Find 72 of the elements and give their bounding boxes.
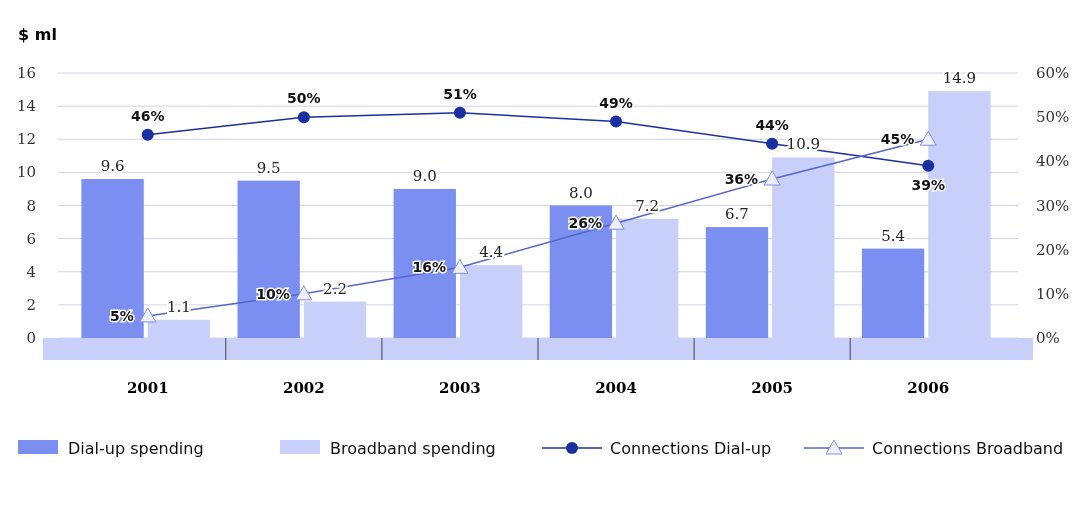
data-label: 39%	[911, 176, 945, 193]
point	[919, 130, 937, 146]
data-label: 51%	[443, 85, 477, 102]
data-label: 9.0	[412, 166, 437, 185]
point	[453, 106, 466, 119]
legend-label: Broadband spending	[330, 439, 496, 458]
data-label: 9.5	[256, 158, 281, 177]
y-tick-label: 2	[26, 295, 36, 314]
x-tick-label: 2002	[282, 379, 325, 397]
data-label: 1.1	[167, 297, 191, 316]
data-label: 36%	[724, 171, 759, 187]
point	[295, 285, 313, 301]
data-label: 45%	[880, 131, 915, 148]
y2-tick-label: 40%	[1036, 152, 1070, 171]
bar	[459, 265, 523, 338]
y2-tick-label: 20%	[1036, 240, 1070, 259]
y-tick-label: 16	[16, 64, 36, 82]
bar	[616, 218, 679, 338]
data-label: 10%	[256, 285, 290, 302]
y2-tick-label: 0%	[1036, 329, 1060, 347]
bar	[393, 188, 456, 338]
x-tick-label: 2006	[907, 379, 950, 397]
y2-tick-label: 30%	[1036, 196, 1070, 215]
data-label: 49%	[599, 94, 633, 111]
y-axis-title: $ ml	[18, 25, 57, 44]
bar	[81, 179, 144, 338]
point	[607, 214, 625, 230]
point	[451, 258, 469, 274]
y2-tick-label: 50%	[1036, 108, 1070, 127]
point	[922, 159, 935, 172]
point	[139, 307, 157, 323]
x-tick-label: 2003	[439, 379, 481, 397]
data-label: 50%	[287, 90, 321, 107]
y2-tick-label: 10%	[1036, 284, 1070, 303]
y-tick-label: 6	[26, 229, 36, 248]
y-tick-label: 8	[26, 196, 36, 215]
point	[297, 111, 310, 124]
bar	[772, 157, 835, 338]
x-tick-label: 2001	[126, 379, 169, 397]
bar	[861, 248, 925, 338]
data-label: 26%	[568, 215, 603, 232]
bar	[303, 301, 367, 338]
x-tick-label: 2004	[595, 379, 637, 397]
y-tick-label: 4	[26, 262, 36, 281]
data-label: 44%	[755, 116, 789, 133]
legend-label: Connections Broadband	[872, 439, 1064, 458]
legend-label: Dial-up spending	[68, 439, 204, 458]
data-label: 6.7	[725, 205, 749, 224]
point	[766, 137, 779, 150]
data-label: 46%	[131, 107, 165, 124]
data-label: 5%	[109, 307, 134, 324]
x-tick-label: 2005	[751, 379, 794, 397]
bar	[237, 180, 300, 338]
data-label: 14.9	[942, 69, 977, 88]
bar	[705, 227, 769, 338]
bar	[147, 319, 211, 338]
y2-tick-label: 60%	[1036, 64, 1070, 82]
legend-label: Connections Dial-up	[610, 439, 772, 458]
bar	[549, 205, 613, 338]
data-label: 16%	[412, 259, 446, 276]
point	[763, 170, 781, 186]
y-tick-label: 10	[16, 163, 36, 182]
y-tick-label: 14	[16, 97, 36, 116]
data-label: 4.4	[479, 243, 504, 262]
data-label: 5.4	[881, 226, 905, 245]
y-tick-label: 0	[26, 329, 36, 347]
data-label: 8.0	[568, 183, 593, 202]
point	[141, 128, 154, 141]
data-label: 9.6	[100, 157, 125, 175]
point	[610, 115, 623, 128]
data-label: 7.2	[635, 196, 660, 215]
y-tick-label: 12	[16, 130, 36, 149]
